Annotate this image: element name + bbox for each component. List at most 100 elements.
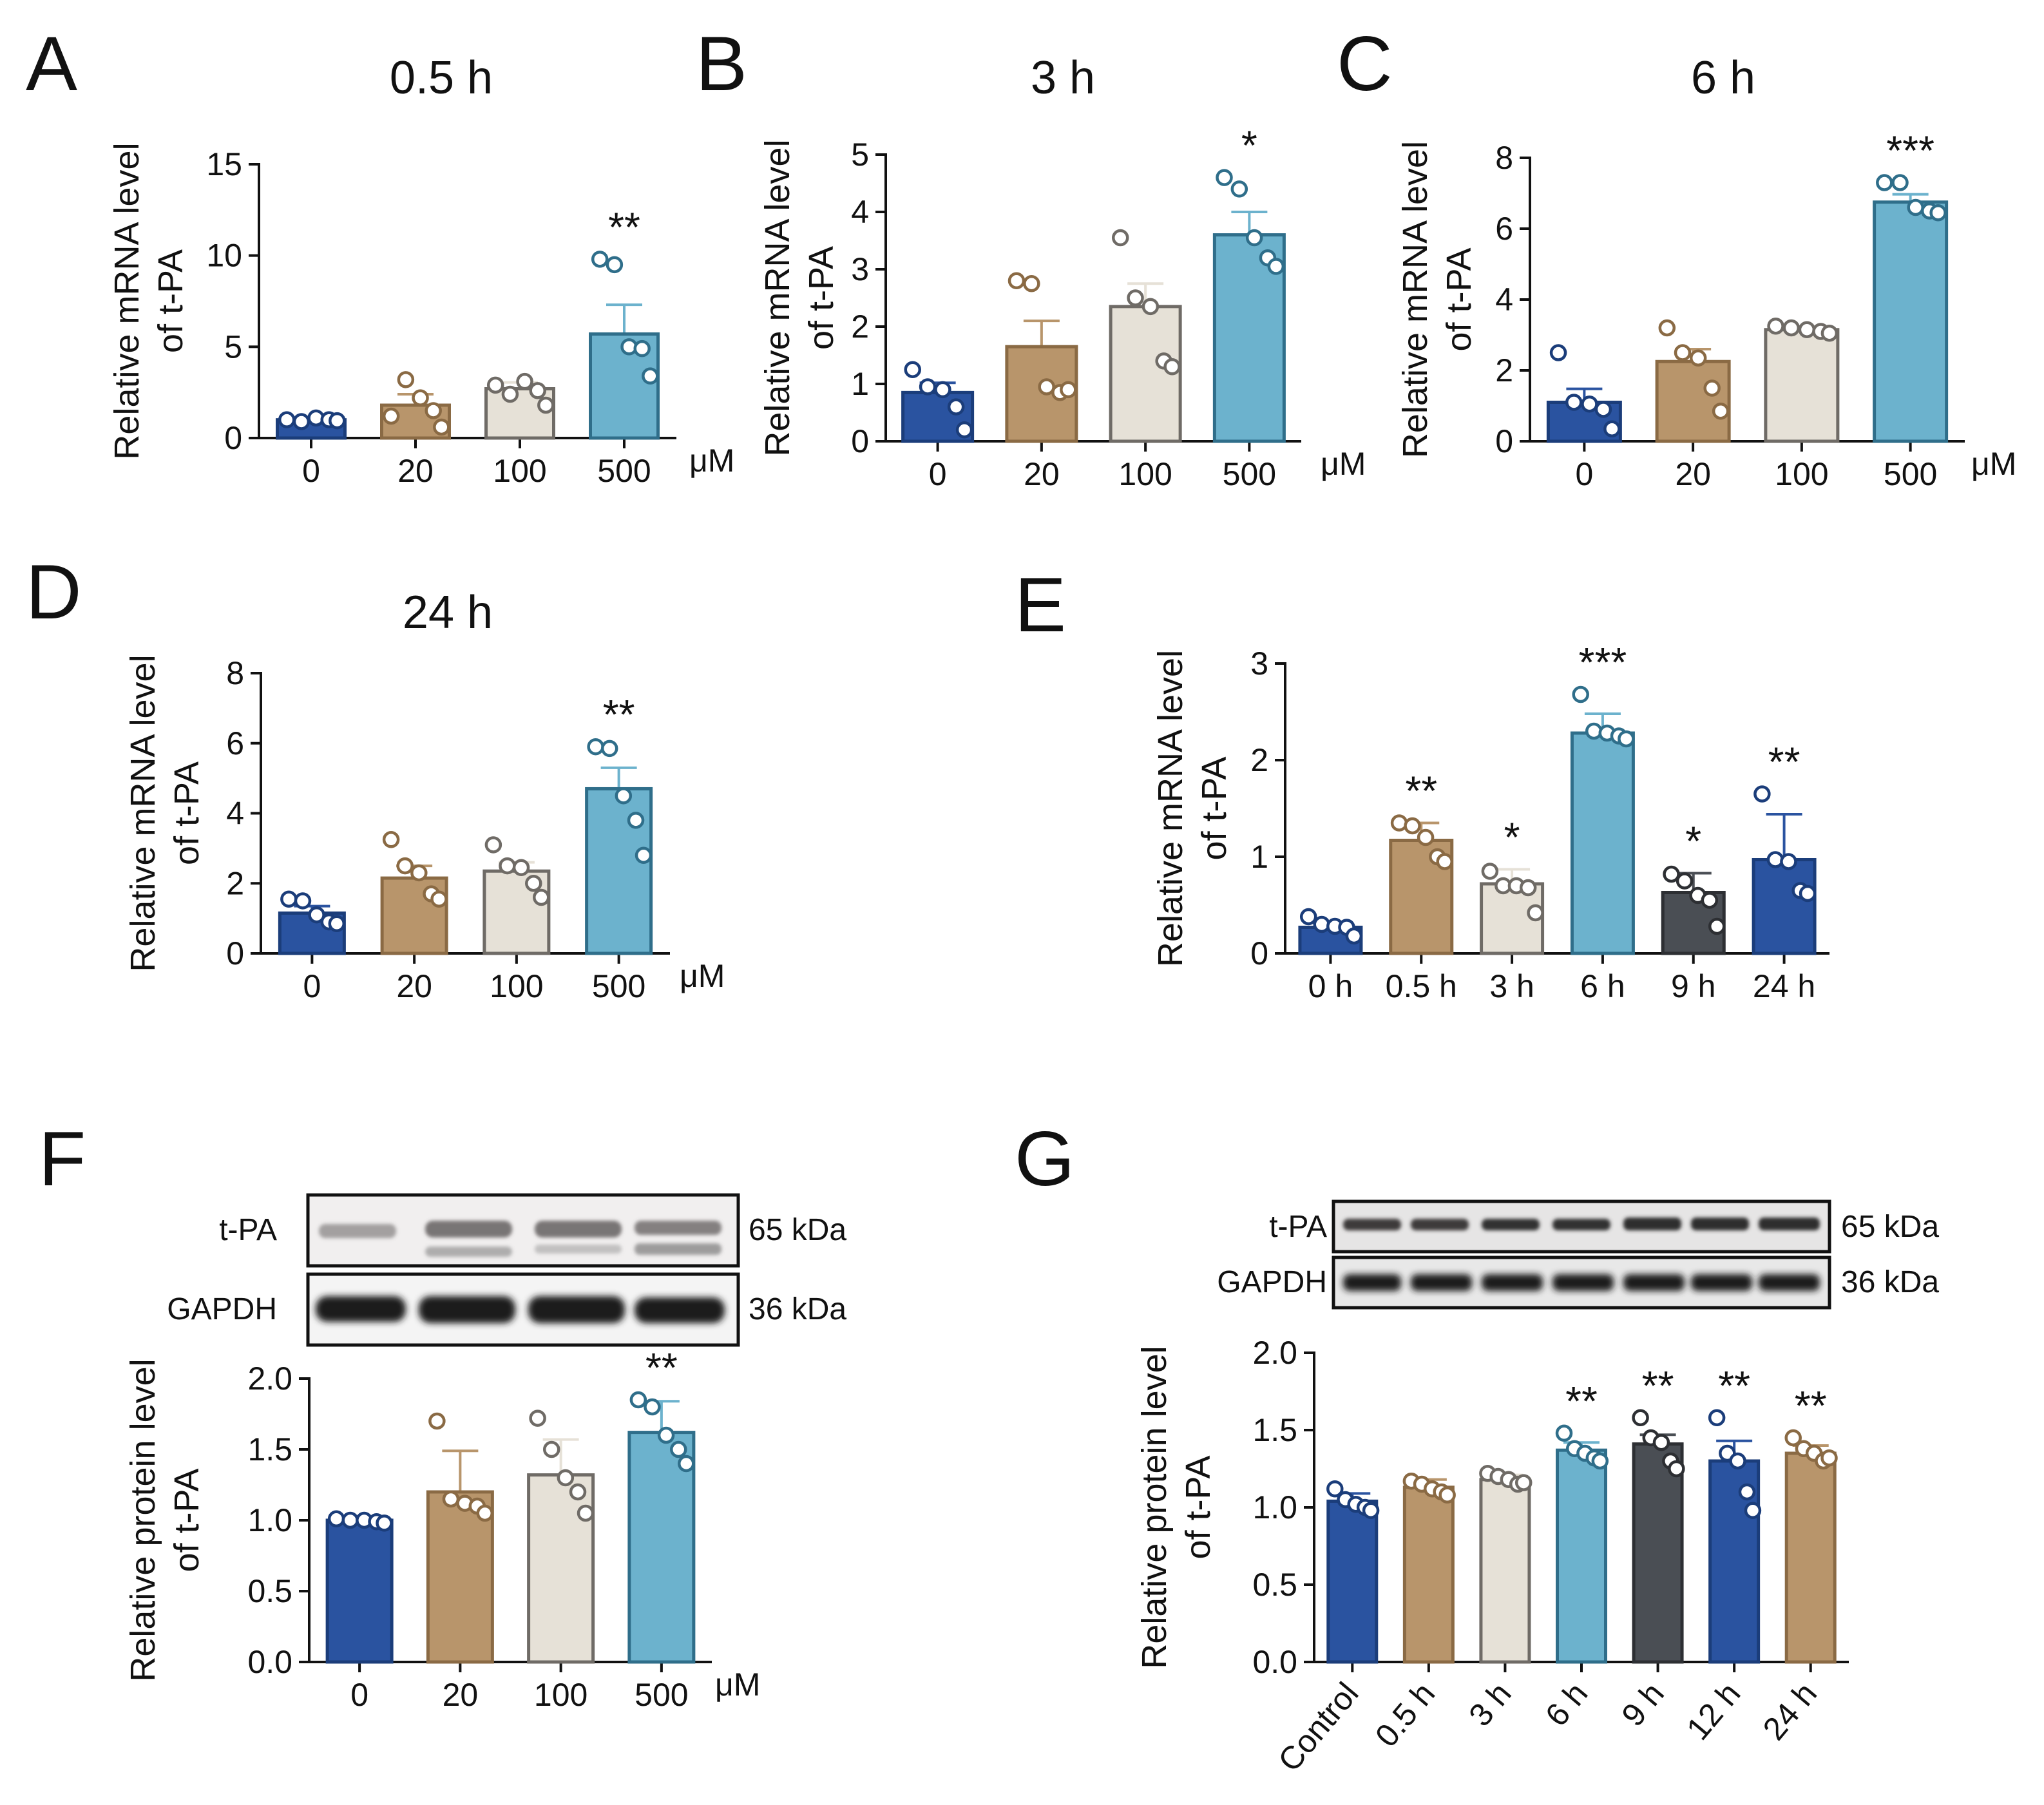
chart-f-ytick-label: 1.0 [247, 1502, 292, 1538]
chart-g-ytick-label: 1.5 [1252, 1412, 1297, 1448]
chart-f-unit: μM [715, 1667, 760, 1703]
chart-c-point [1549, 344, 1567, 361]
chart-d-point [328, 915, 346, 933]
chart-f-point [327, 1510, 345, 1528]
chart-b-point [1008, 272, 1026, 290]
chart-b-xtick-label: 20 [1024, 456, 1060, 492]
chart-d-point [382, 831, 400, 848]
chart-g: Relative protein level of t-PA 0.0 0.5 1.0 1.… [1135, 1335, 1849, 1779]
chart-c-point [1703, 379, 1721, 397]
chart-c-ytick-label: 2 [1495, 352, 1513, 388]
chart-f-point [442, 1490, 460, 1508]
chart-g-significance-5: ** [1718, 1362, 1750, 1409]
chart-d-point [600, 740, 618, 758]
chart-c-point [1712, 403, 1730, 420]
chart-e-significance-2: * [1504, 814, 1520, 861]
chart-c-ytick-label: 0 [1495, 423, 1513, 459]
chart-f: Relative protein level of t-PA 0.0 0.5 1.0 1.… [124, 1344, 760, 1713]
blot-f-kda-tpa: 65 kDa [749, 1213, 846, 1247]
chart-b-ylabel-0: Relative mRNA level [758, 139, 797, 456]
chart-d-point [627, 812, 645, 829]
chart-g-point [1326, 1480, 1344, 1498]
chart-c-unit: μM [1971, 446, 2016, 482]
chart-d-bar-3 [585, 787, 653, 955]
chart-g-xtick-label: 12 h [1679, 1676, 1747, 1747]
chart-g-ylabel-0: Relative protein level [1135, 1346, 1174, 1668]
chart-b-point [1127, 289, 1144, 307]
blot-g: t-PA GAPDH 65 kDa 36 kDa [1217, 1199, 1939, 1310]
chart-e-significance-4: * [1685, 818, 1701, 864]
chart-d-xtick-label: 100 [490, 968, 543, 1004]
chart-c-point [1907, 198, 1924, 216]
chart-f-point [670, 1440, 687, 1458]
chart-a-ytick-label: 0 [224, 420, 242, 456]
panel-letter-a: A [26, 21, 77, 107]
blot-g-row-label-gapdh: GAPDH [1217, 1265, 1327, 1299]
chart-f-bar-0 [325, 1518, 394, 1664]
chart-e-xtick-label: 0 h [1308, 968, 1353, 1004]
chart-f-bar-2 [527, 1473, 595, 1664]
chart-b-point [904, 361, 921, 378]
chart-e-bar-1 [1389, 839, 1454, 955]
chart-a-point [501, 385, 519, 403]
chart-d-ytick-label: 0 [226, 935, 244, 971]
chart-f-point [557, 1469, 575, 1487]
chart-e-significance-3: *** [1579, 639, 1627, 685]
chart-c-point [1658, 319, 1676, 337]
chart-a-unit: μM [689, 443, 734, 479]
chart-d-ylabel-1: of t-PA [167, 761, 206, 865]
chart-b-significance-3: * [1241, 122, 1257, 169]
chart-a-point [537, 396, 555, 414]
blot-g-kda-tpa: 65 kDa [1841, 1210, 1939, 1244]
chart-f-ytick-label: 0.0 [247, 1644, 292, 1680]
chart-e-point [1780, 853, 1797, 870]
chart-a-ytick-label: 10 [206, 238, 242, 274]
chart-d-point [294, 892, 312, 910]
chart-d-point [615, 787, 633, 805]
chart-c-point [1581, 396, 1598, 413]
chart-c-point [1891, 174, 1909, 191]
chart-e-point [1618, 730, 1635, 748]
blot-f-row-label-gapdh: GAPDH [167, 1292, 277, 1326]
chart-g-ylabel-1: of t-PA [1179, 1455, 1218, 1559]
chart-e-xtick-label: 24 h [1753, 968, 1815, 1004]
chart-e-point [1708, 917, 1726, 935]
chart-c-bar-1 [1655, 359, 1731, 443]
blot-f-row-label-tpa: t-PA [219, 1213, 277, 1247]
chart-g-point [1591, 1452, 1609, 1470]
chart-a: 0.5 h Relative mRNA level of t-PA 0 5 10 15 0 20… [108, 52, 734, 489]
chart-d-ytick-label: 2 [226, 865, 244, 901]
chart-f-significance-3: ** [645, 1344, 678, 1391]
chart-a-xtick-label: 20 [397, 453, 434, 489]
chart-e-point [1753, 785, 1771, 803]
chart-a-point [382, 407, 400, 425]
chart-b-point [955, 421, 973, 439]
chart-g-point [1708, 1409, 1726, 1427]
chart-d-point [430, 890, 448, 908]
chart-a-point [425, 402, 442, 419]
chart-e-point [1663, 865, 1680, 883]
chart-g-xtick-label: Control [1271, 1676, 1366, 1778]
chart-c-xtick-label: 20 [1675, 456, 1711, 492]
panel-letter-b: B [696, 21, 747, 107]
chart-b-unit: μM [1321, 446, 1366, 482]
chart-b-xtick-label: 100 [1118, 456, 1172, 492]
chart-e-bar-5 [1752, 858, 1817, 955]
chart-b-point [1267, 258, 1285, 275]
chart-f-point [341, 1511, 359, 1529]
chart-d-title: 24 h [403, 587, 493, 638]
chart-f-point [376, 1514, 393, 1532]
chart-d-point [410, 864, 428, 882]
panel-letter-g: G [1015, 1116, 1075, 1202]
chart-b-point [934, 381, 951, 399]
blot-g-tpa-bands [1343, 1218, 1820, 1230]
chart-b-ytick-label: 4 [851, 194, 869, 230]
chart-e-ylabel-0: Relative mRNA level [1151, 650, 1190, 967]
chart-c-point [1674, 344, 1692, 361]
chart-b-ytick-label: 2 [851, 309, 869, 345]
chart-e-point [1481, 863, 1499, 880]
chart-g-point [1668, 1460, 1685, 1478]
chart-f-point [542, 1440, 560, 1458]
chart-b-point [1216, 169, 1233, 186]
chart-d-point [512, 859, 530, 877]
